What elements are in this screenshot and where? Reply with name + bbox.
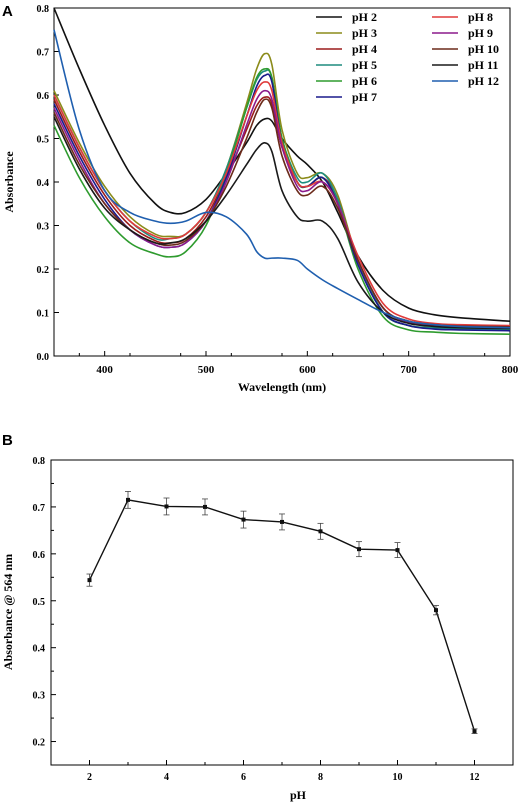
legend-label: pH 7 (352, 90, 377, 104)
legend-label: pH 3 (352, 26, 377, 40)
series-line-ph-5 (53, 69, 511, 331)
data-point (280, 519, 284, 524)
series-line-ph-6 (53, 67, 511, 336)
data-point (318, 529, 323, 534)
series-line-ph-8 (53, 81, 511, 327)
panel-b-y-tick-label: 0.5 (33, 597, 46, 608)
legend-label: pH 10 (468, 42, 499, 56)
panel-b-series (86, 491, 478, 734)
panel-a-x-tick-label: 600 (299, 364, 316, 376)
panel-a-y-tick-label: 0.6 (37, 91, 50, 102)
panel-a-y-axis-label: Absorbance (2, 151, 16, 213)
panel-a-x-axis-label: Wavelength (nm) (238, 380, 326, 394)
legend-label: pH 12 (468, 74, 499, 88)
panel-b-y-tick-label: 0.6 (33, 550, 46, 561)
panel-b-y-axis-label: Absorbance @ 564 nm (1, 554, 15, 670)
panel-a-y-tick-label: 0.3 (37, 222, 50, 233)
panel-a-y-tick-label: 0.8 (37, 4, 50, 15)
panel-a-y-tick-label: 0.4 (37, 178, 50, 189)
data-point (164, 504, 169, 509)
panel-a-x-ticks: 400 500 600 700 800 (78, 351, 519, 376)
legend-label: pH 9 (468, 26, 493, 40)
panel-b-x-ticks: 2 4 6 8 10 12 (50, 760, 514, 783)
panel-b: B 2 4 6 8 10 12 0.2 0.3 0.4 0.5 0.6 0.7 0.8 pH Abso… (1, 432, 514, 802)
panel-b-y-tick-label: 0.8 (33, 456, 46, 467)
panel-b-y-tick-label: 0.3 (33, 691, 46, 702)
legend-label: pH 6 (352, 74, 377, 88)
data-point (434, 608, 438, 613)
panel-a-y-tick-label: 0.2 (37, 265, 50, 276)
panel-b-x-tick-label: 4 (164, 772, 169, 783)
series-line-ph-7 (53, 73, 511, 332)
panel-a-x-tick-label: 800 (502, 364, 519, 376)
data-point (203, 504, 207, 509)
data-point (241, 517, 246, 522)
panel-a-y-ticks: 0.0 0.1 0.2 0.3 0.4 0.5 0.6 0.7 0.8 (37, 4, 59, 363)
panel-a-x-tick-label: 700 (400, 364, 417, 376)
series-line-ph-12 (53, 29, 511, 329)
panel-a-legend: pH 2 pH 3 pH 4 pH 5 pH 6 pH 7 pH 8 pH 9 pH 10 pH … (316, 10, 499, 104)
panel-a-y-tick-label: 0.5 (37, 135, 50, 146)
panel-b-x-tick-label: 2 (87, 772, 92, 783)
panel-a: A 400 500 600 700 800 0.00.10.20.30.40.50.60… (2, 3, 519, 394)
panel-b-x-tick-label: 12 (470, 772, 480, 783)
legend-label: pH 2 (352, 10, 377, 24)
legend-label: pH 11 (468, 58, 498, 72)
panel-a-series-lines (53, 7, 511, 336)
panel-a-label: A (2, 3, 13, 20)
panel-a-y-tick-label: 0.1 (37, 309, 50, 320)
panel-a-x-tick-label: 500 (198, 364, 215, 376)
panel-b-y-tick-label: 0.2 (33, 738, 46, 749)
legend-label: pH 8 (468, 10, 493, 24)
data-point (126, 497, 130, 502)
panel-b-x-tick-label: 10 (393, 772, 403, 783)
panel-b-x-axis-label: pH (290, 788, 307, 802)
panel-b-label: B (2, 432, 13, 449)
panel-b-x-tick-label: 6 (241, 772, 246, 783)
panel-b-y-tick-label: 0.7 (33, 503, 46, 514)
panel-a-y-tick-label: 0.0 (37, 352, 50, 363)
panel-a-x-tick-label: 400 (96, 364, 113, 376)
data-point (357, 547, 361, 552)
panel-a-y-tick-label: 0.7 (37, 48, 50, 59)
panel-b-x-tick-label: 8 (318, 772, 323, 783)
panel-b-plot-frame (50, 459, 514, 766)
panel-b-y-ticks: 0.2 0.3 0.4 0.5 0.6 0.7 0.8 (33, 456, 56, 749)
data-point (87, 578, 92, 583)
series-line-ph-2 (53, 7, 511, 322)
legend-label: pH 5 (352, 58, 377, 72)
panel-b-y-tick-label: 0.4 (33, 644, 46, 655)
data-point (395, 548, 400, 553)
legend-label: pH 4 (352, 42, 377, 56)
data-point (472, 729, 477, 734)
panel-a-plot-frame (53, 7, 511, 357)
ph-series-line (88, 499, 476, 732)
